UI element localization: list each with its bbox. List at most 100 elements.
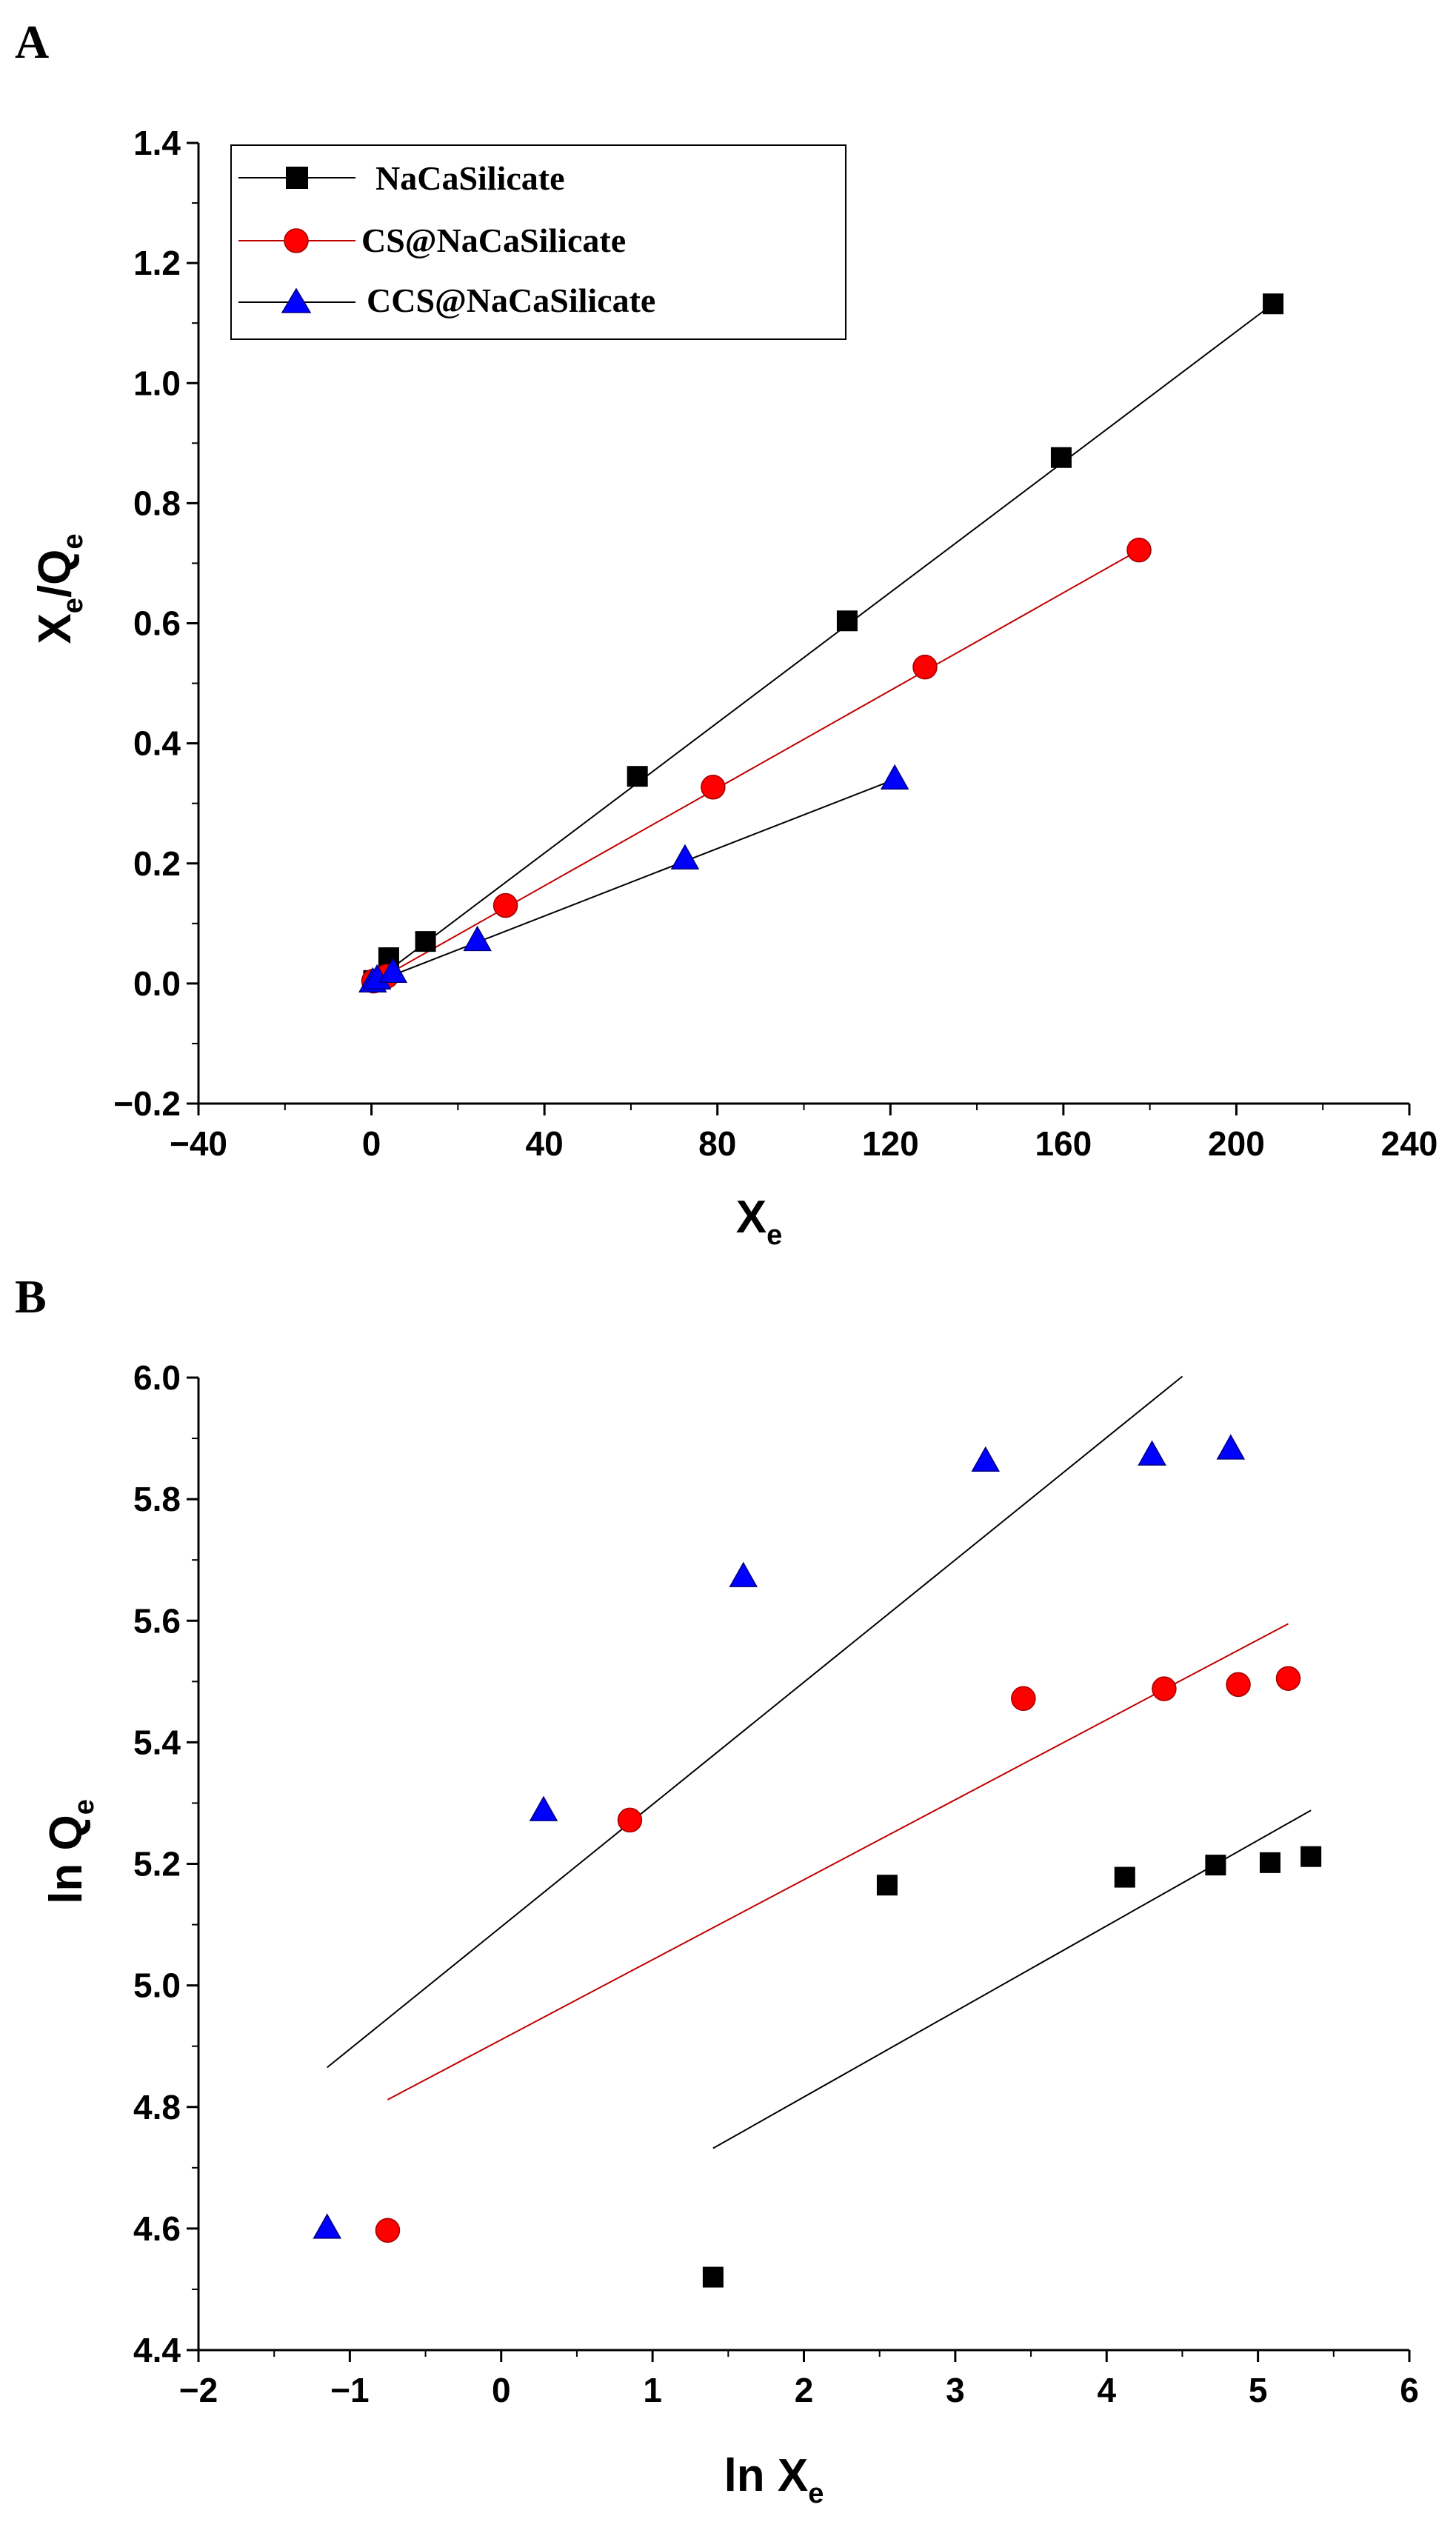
- data-point-cs-nacasilicate-b: [375, 2218, 401, 2243]
- y-tick-label-b: 4.4: [133, 2331, 181, 2369]
- data-point-cs-nacasilicate-b: [617, 1807, 643, 1833]
- svg-text:Xe: Xe: [736, 1192, 783, 1251]
- x-axis-title-main-a: X: [736, 1192, 767, 1243]
- x-tick-label-a: 0: [362, 1124, 381, 1163]
- fit-line-nacasilicate-a: [370, 303, 1274, 984]
- data-point-nacasilicate-a: [1050, 447, 1072, 468]
- data-point-cs-nacasilicate-b: [1011, 1686, 1036, 1712]
- svg-text:ln Qe: ln Qe: [41, 1799, 100, 1904]
- y-tick-label-a: 1.2: [133, 244, 181, 282]
- x-tick-label-a: 40: [526, 1124, 564, 1163]
- x-tick-label-b: 0: [492, 2371, 511, 2409]
- data-point-ccs-nacasilicate-a: [463, 925, 492, 952]
- data-point-ccs-nacasilicate-b: [1216, 1434, 1246, 1460]
- panel-a: A −40 0 40 80 120 160 200 240 −0.2 0.0 0.2 0.4 0.6 0.…: [15, 16, 1437, 1251]
- data-point-ccs-nacasilicate-b: [529, 1795, 558, 1821]
- y-tick-label-b: 5.8: [133, 1480, 181, 1518]
- y-tick-label-b: 5.6: [133, 1601, 181, 1640]
- data-point-nacasilicate-b: [1205, 1855, 1226, 1876]
- legend-marker-triangle: [281, 287, 312, 313]
- x-axis-title-main-b: ln X: [724, 2450, 809, 2501]
- data-point-ccs-nacasilicate-b: [1138, 1440, 1166, 1466]
- x-tick-label-a: 80: [698, 1124, 736, 1163]
- panel-label-a: A: [15, 16, 49, 68]
- data-point-cs-nacasilicate-b: [1226, 1672, 1251, 1698]
- legend-entry-ccs-nacasilicate: CCS@NaCaSilicate: [238, 281, 655, 319]
- x-tick-label-a: −40: [170, 1124, 227, 1163]
- y-tick-label-a: 1.4: [133, 124, 181, 162]
- data-point-cs-nacasilicate-a: [1126, 537, 1152, 563]
- data-point-nacasilicate-a: [1263, 293, 1284, 315]
- y-tick-label-a: 0.6: [133, 604, 181, 643]
- data-point-ccs-nacasilicate-b: [729, 1561, 758, 1587]
- legend-entry-nacasilicate: NaCaSilicate: [238, 159, 565, 197]
- data-point-nacasilicate-b: [1114, 1866, 1135, 1888]
- legend-label-nacasilicate: NaCaSilicate: [375, 159, 565, 197]
- x-tick-label-b: 5: [1249, 2371, 1268, 2409]
- y-tick-label-a: 0.0: [133, 964, 181, 1003]
- legend-label-cs-nacasilicate: CS@NaCaSilicate: [361, 221, 626, 259]
- plot-b: −2 −1 0 1 2 3 4 5 6 4.4 4.6 4.8 5.0 5.2 5.4 5.6 5.8 6.0: [133, 1358, 1419, 2409]
- fit-line-ccs-nacasilicate-a: [371, 778, 895, 984]
- x-tick-label-a: 200: [1208, 1124, 1265, 1163]
- y-tick-label-a: 0.2: [133, 844, 181, 883]
- y-tick-label-a: 1.0: [133, 364, 181, 402]
- x-tick-label-b: 3: [946, 2371, 965, 2409]
- data-point-ccs-nacasilicate-a: [670, 844, 700, 870]
- fit-line-ccs-nacasilicate-b: [327, 1375, 1183, 2069]
- data-point-cs-nacasilicate-a: [492, 892, 518, 918]
- data-point-nacasilicate-b: [876, 1875, 898, 1896]
- y-axis-title-mid-a: /Q: [30, 550, 81, 598]
- y-tick-label-a: 0.4: [133, 724, 181, 763]
- y-axis-title-main-b: ln Q: [41, 1815, 92, 1904]
- panel-b: B −2 −1 0 1 2 3 4 5 6 4.4 4.6 4.8 5.0 5.2 5.4 5.6 5.8 6.0…: [15, 1270, 1419, 2509]
- y-tick-label-a: −0.2: [113, 1084, 181, 1123]
- x-axis-title-a: Xe: [736, 1192, 783, 1251]
- data-point-cs-nacasilicate-a: [701, 775, 726, 800]
- y-axis-title-sub1-a: e: [58, 598, 89, 613]
- data-point-cs-nacasilicate-a: [912, 654, 938, 680]
- data-point-nacasilicate-b: [1259, 1852, 1280, 1873]
- x-tick-label-b: 2: [795, 2371, 814, 2409]
- data-point-nacasilicate-a: [627, 766, 648, 787]
- legend-marker-circle: [284, 228, 309, 253]
- y-axis-title-x-a: X: [30, 613, 81, 644]
- x-axis-title-b: ln Xe: [724, 2450, 824, 2509]
- data-point-cs-nacasilicate-b: [1275, 1666, 1301, 1691]
- data-point-nacasilicate-a: [836, 610, 858, 632]
- legend-entry-cs-nacasilicate: CS@NaCaSilicate: [238, 221, 626, 259]
- legend: NaCaSilicate CS@NaCaSilicate CCS@NaCaSil…: [230, 144, 846, 340]
- svg-text:ln Xe: ln Xe: [724, 2450, 824, 2509]
- plot-a: −40 0 40 80 120 160 200 240 −0.2 0.0 0.2 0.4 0.6 0.8 1…: [113, 124, 1437, 1163]
- y-axis-title-b: ln Qe: [41, 1799, 100, 1904]
- y-tick-label-a: 0.8: [133, 484, 181, 522]
- data-point-cs-nacasilicate-b: [1152, 1676, 1177, 1701]
- y-axis-title-a: Xe/Qe: [30, 533, 89, 644]
- x-axis-title-sub-b: e: [808, 2478, 824, 2509]
- legend-marker-square: [286, 167, 308, 189]
- data-point-nacasilicate-a: [415, 931, 436, 952]
- fit-line-cs-nacasilicate-b: [387, 1623, 1289, 2100]
- data-point-nacasilicate-b: [1300, 1846, 1322, 1867]
- y-tick-label-b: 4.8: [133, 2088, 181, 2126]
- x-tick-label-a: 160: [1035, 1124, 1092, 1163]
- y-tick-label-b: 5.0: [133, 1966, 181, 2005]
- x-axis-title-sub-a: e: [767, 1220, 782, 1251]
- y-tick-label-b: 4.6: [133, 2209, 181, 2248]
- y-tick-label-b: 5.2: [133, 1845, 181, 1883]
- x-tick-label-b: 1: [643, 2371, 662, 2409]
- x-tick-label-a: 120: [862, 1124, 919, 1163]
- x-tick-label-a: 240: [1381, 1124, 1438, 1163]
- x-tick-label-b: −1: [330, 2371, 369, 2409]
- y-tick-label-b: 5.4: [133, 1723, 181, 1761]
- svg-text:Xe/Qe: Xe/Qe: [30, 533, 89, 644]
- panel-label-b: B: [15, 1270, 47, 1323]
- data-point-nacasilicate-b: [702, 2266, 724, 2288]
- y-tick-label-b: 6.0: [133, 1358, 181, 1397]
- x-tick-label-b: 6: [1400, 2371, 1419, 2409]
- x-tick-label-b: 4: [1097, 2371, 1116, 2409]
- data-point-ccs-nacasilicate-a: [378, 957, 408, 984]
- y-axis-title-sub-b: e: [69, 1799, 100, 1815]
- x-tick-label-b: −2: [179, 2371, 218, 2409]
